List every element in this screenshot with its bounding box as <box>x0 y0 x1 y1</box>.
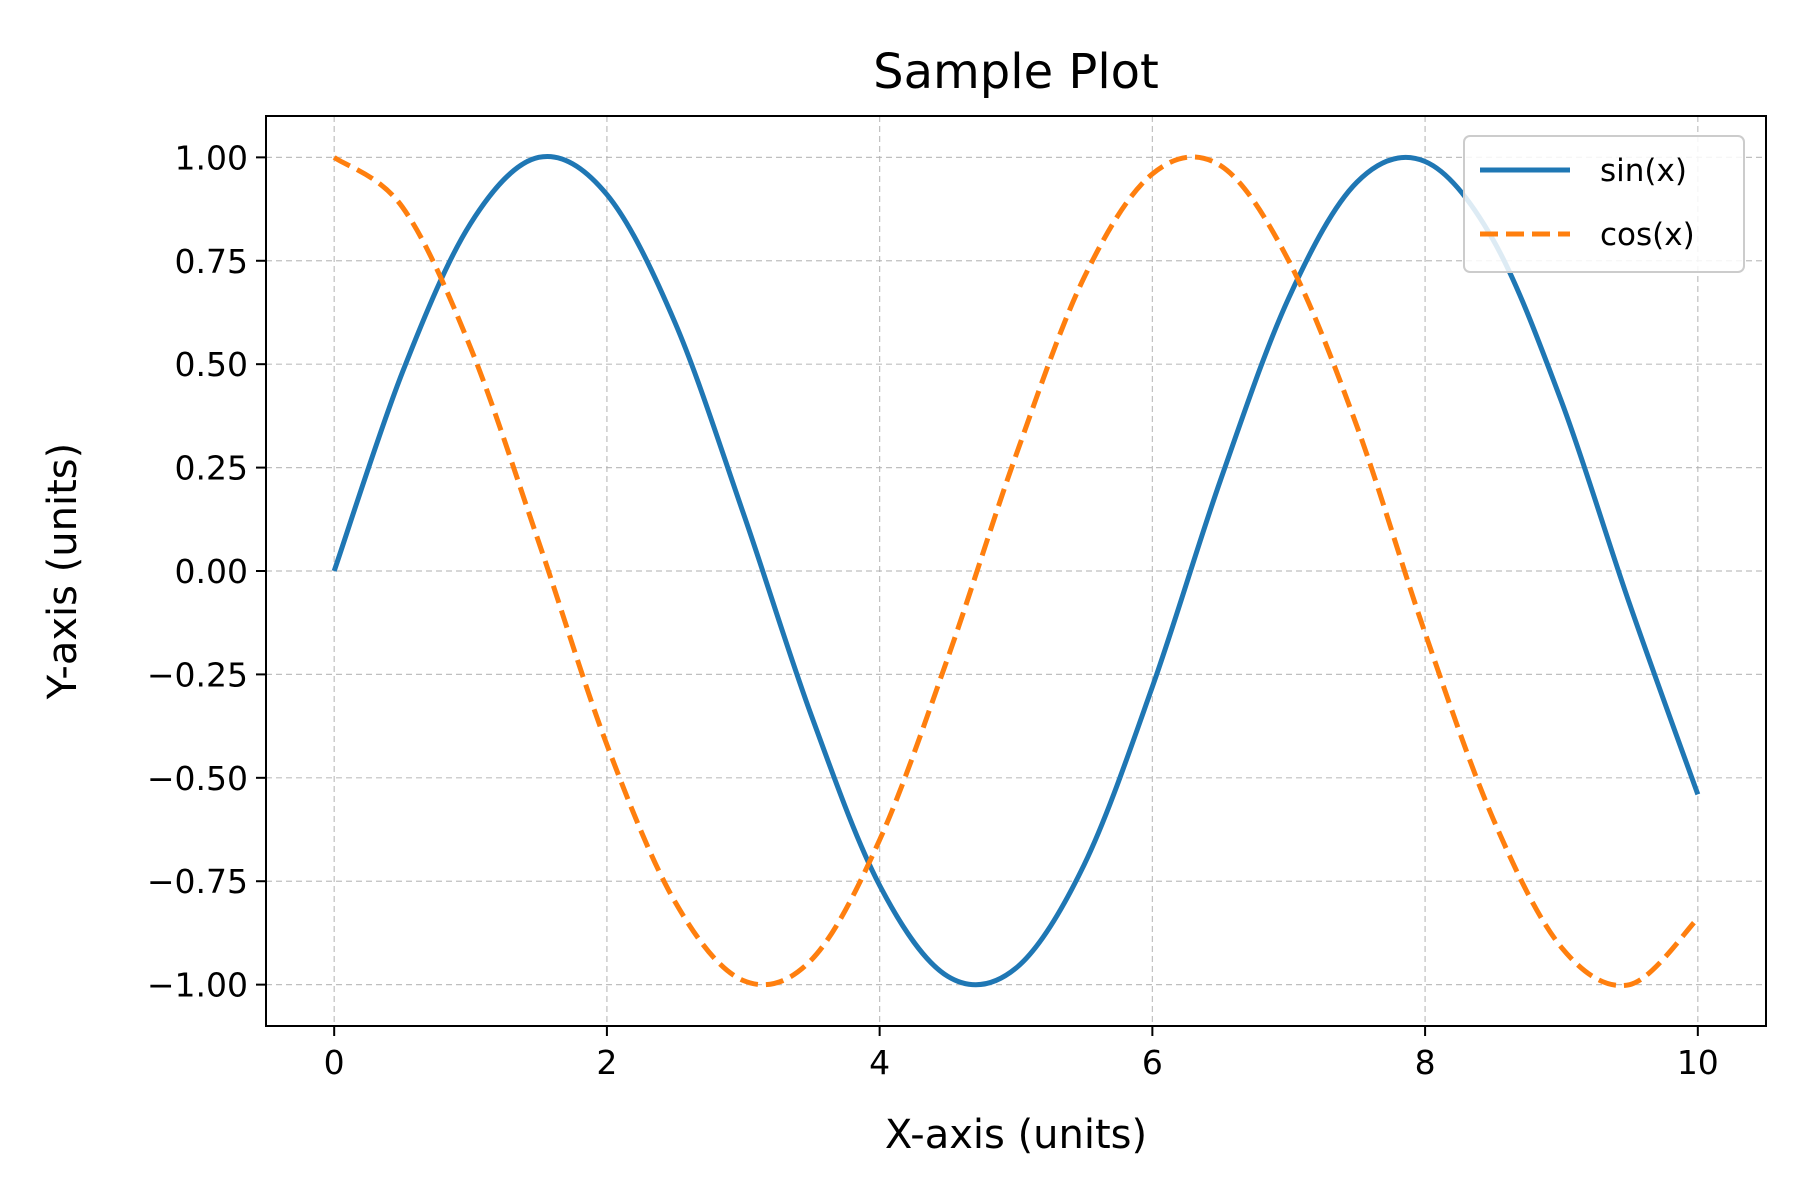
tick-layer: 0 2 4 6 8 10 1.00 0.75 0.50 0.25 0.00 −0.25 −0.50 −0.… <box>147 138 1719 1082</box>
legend-label: cos(x) <box>1600 217 1695 253</box>
x-tick-label: 6 <box>1142 1043 1163 1082</box>
x-tick-label: 2 <box>596 1043 617 1082</box>
legend-label: sin(x) <box>1600 153 1687 189</box>
y-tick-label: 1.00 <box>175 138 248 177</box>
chart-title: Sample Plot <box>873 44 1159 100</box>
legend: sin(x) cos(x) <box>1463 135 1745 273</box>
x-axis-title: X-axis (units) <box>885 1112 1147 1158</box>
y-tick-label: 0.50 <box>175 345 248 384</box>
x-tick-label: 4 <box>869 1043 890 1082</box>
y-tick-label: 0.75 <box>175 242 248 281</box>
y-tick-label: 0.00 <box>175 552 248 591</box>
series-line-cos <box>332 154 1700 989</box>
x-tick-label: 0 <box>324 1043 345 1082</box>
y-tick-label: −0.50 <box>147 759 248 798</box>
y-tick-label: −0.25 <box>147 655 248 694</box>
y-tick-label: −0.75 <box>147 862 248 901</box>
y-tick-label: −1.00 <box>147 966 248 1005</box>
x-tick-label: 8 <box>1415 1043 1436 1082</box>
y-tick-label: 0.25 <box>175 449 248 488</box>
y-axis-title: Y-axis (units) <box>40 443 86 701</box>
x-tick-label: 10 <box>1677 1043 1719 1082</box>
